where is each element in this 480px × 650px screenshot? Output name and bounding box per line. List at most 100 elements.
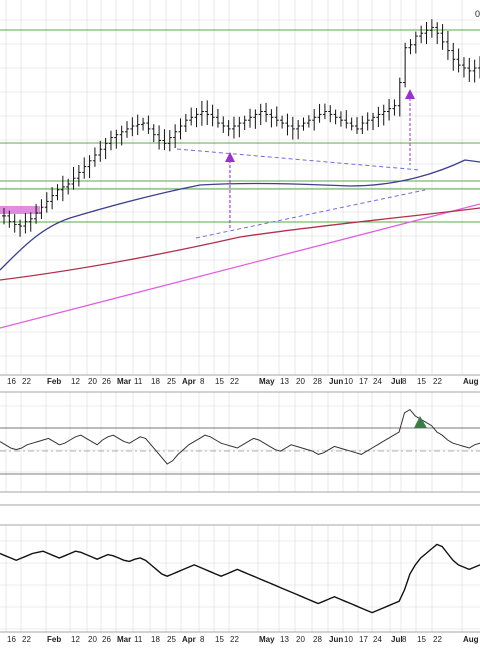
breakout-arrow-icon — [405, 89, 415, 99]
x-tick-label: 15 — [215, 635, 224, 644]
ma-50-line — [0, 159, 480, 271]
x-tick-label: 17 — [359, 377, 368, 386]
grid-lines — [0, 0, 480, 632]
x-tick-label: 22 — [230, 377, 239, 386]
price-bar — [413, 31, 418, 54]
x-tick-label: 11 — [134, 635, 143, 644]
price-bar — [322, 103, 327, 120]
price-bar — [151, 124, 156, 143]
x-tick-label: 22 — [433, 635, 442, 644]
price-bar — [98, 140, 103, 162]
x-tick-label: 25 — [167, 635, 176, 644]
x-tick-label: 8 — [200, 635, 205, 644]
price-bar — [354, 117, 359, 134]
price-bar — [435, 22, 440, 45]
price-bar — [92, 147, 97, 167]
x-tick-label: 12 — [71, 377, 80, 386]
price-bar — [264, 102, 269, 123]
x-tick-label: 15 — [417, 635, 426, 644]
corner-label: 0 — [475, 9, 480, 19]
price-bar — [114, 129, 119, 149]
x-tick-label: Jun — [329, 377, 343, 386]
x-tick-label: May — [259, 635, 275, 644]
price-bar — [306, 115, 311, 128]
price-bar — [445, 30, 450, 60]
price-bar — [360, 115, 365, 135]
price-bar — [461, 57, 466, 78]
price-bar — [397, 77, 402, 117]
x-tick-label: Aug — [463, 635, 479, 644]
price-bar — [392, 99, 397, 116]
price-bar — [290, 116, 295, 140]
price-bar — [55, 184, 60, 201]
price-bar — [135, 114, 140, 136]
x-tick-label: 20 — [88, 635, 97, 644]
price-bar — [23, 213, 28, 234]
price-bar — [237, 116, 242, 138]
price-bar — [103, 137, 108, 160]
price-bar — [349, 117, 354, 131]
triangle-upper-line — [176, 148, 421, 171]
triangle-lower-line — [195, 189, 426, 239]
x-tick-label: May — [259, 377, 275, 386]
price-bar — [221, 116, 226, 133]
x-tick-label: 17 — [359, 635, 368, 644]
price-bar — [424, 22, 429, 45]
horizontal-levels — [0, 29, 480, 223]
price-bar — [2, 207, 6, 225]
price-bar — [18, 219, 23, 237]
price-bar — [34, 203, 39, 224]
x-tick-label: 11 — [134, 377, 143, 386]
upper-oscillator — [0, 408, 480, 475]
price-bar — [71, 166, 76, 190]
price-bar — [231, 116, 236, 139]
x-tick-label: 10 — [344, 635, 353, 644]
price-bar — [199, 100, 204, 126]
x-tick-label: Feb — [47, 635, 61, 644]
x-tick-label: Jun — [329, 635, 343, 644]
price-bar — [194, 108, 199, 128]
x-tick-label: 15 — [215, 377, 224, 386]
price-bar — [274, 106, 279, 127]
price-label-tag — [0, 206, 40, 214]
price-bars — [2, 19, 480, 237]
price-bar — [285, 113, 290, 136]
price-bar — [141, 117, 146, 131]
price-bar — [312, 109, 317, 131]
x-tick-label: 13 — [280, 635, 289, 644]
price-bar — [173, 124, 178, 149]
x-tick-label: 22 — [230, 635, 239, 644]
rising-trendline — [0, 203, 480, 329]
price-bar — [28, 212, 33, 232]
x-tick-label: 28 — [313, 377, 322, 386]
price-bar — [258, 103, 263, 126]
price-bar — [440, 24, 445, 50]
x-tick-label: 8 — [402, 377, 407, 386]
price-bar — [87, 155, 92, 179]
x-tick-label: 20 — [296, 377, 305, 386]
price-bar — [167, 130, 172, 152]
price-bar — [403, 42, 408, 88]
x-tick-label: Jul — [391, 377, 403, 386]
x-tick-label: 15 — [417, 377, 426, 386]
price-bar — [328, 105, 333, 123]
price-bar — [472, 59, 477, 83]
x-tick-label: 28 — [313, 635, 322, 644]
overlays — [0, 89, 480, 329]
price-bar — [226, 120, 231, 137]
x-tick-label: 8 — [200, 377, 205, 386]
price-bar — [408, 39, 413, 55]
price-bar — [296, 119, 301, 140]
x-tick-label: 22 — [433, 377, 442, 386]
price-bar — [76, 165, 81, 187]
price-bar — [146, 115, 151, 134]
price-bar — [39, 199, 44, 220]
price-bar — [376, 106, 381, 128]
x-tick-label: 16 — [7, 377, 16, 386]
price-bar — [381, 104, 386, 126]
x-tick-label: Mar — [117, 377, 131, 386]
price-bar — [183, 113, 188, 133]
x-tick-label: Apr — [182, 377, 196, 386]
price-bar — [189, 107, 194, 126]
